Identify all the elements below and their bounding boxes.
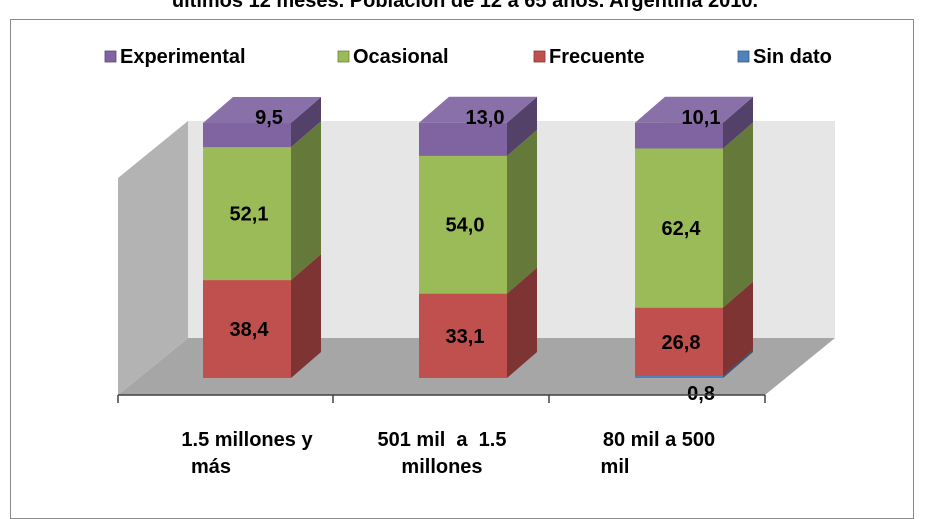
side-wall [118,121,188,395]
bar-front [635,375,723,378]
bar-side [723,122,753,308]
bar-segment-experimental [203,97,321,148]
stacked-3d-bar-chart: 38,4 52,1 9,5 33,1 54,0 13,0 0,8 26,8 62,4 10,1 1… [104,46,835,478]
bar-front [635,148,723,308]
legend-item-frecuente: Frecuente [533,46,645,68]
bar-front [203,147,291,281]
legend-item-ocasional: Ocasional [337,46,449,68]
chart-title: últimos 12 meses. Población de 12 a 65 a… [171,0,759,12]
bar-segment-experimental [419,96,537,156]
bar-side [507,129,537,294]
legend-label: Experimental [120,46,246,68]
data-label: 52,1 [230,204,269,226]
bar-side [723,96,753,149]
legend-swatch [104,50,117,63]
bar-top [419,96,537,123]
data-label: 26,8 [662,332,701,354]
bar-side [291,254,321,378]
bar-front [203,123,291,148]
bar-front [419,155,507,294]
data-label: 62,4 [662,218,702,240]
bar-top [635,96,753,123]
bar-side [723,349,753,378]
bar-side [507,267,537,378]
legend-item-sin-dato: Sin dato [737,46,832,68]
legend-label: Sin dato [753,46,832,68]
legend-swatch [533,50,546,63]
bar-segment-experimental [635,96,753,149]
bar-front [203,280,291,378]
x-tick-label: 1.5 millones y más [181,429,313,478]
data-label: 9,5 [255,107,283,129]
bar-segment-ocasional [635,122,753,308]
bar-front [419,293,507,378]
legend-label: Frecuente [549,46,645,68]
bar-side [507,96,537,156]
data-label: 0,8 [687,383,715,405]
x-tick-label: 80 mil a 500 mil [601,429,716,478]
bar-side [291,97,321,148]
bar-front [635,122,723,149]
legend-item-experimental: Experimental [104,46,246,68]
legend-label: Ocasional [353,46,449,68]
legend-swatch [337,50,350,63]
x-tick-label: 501 mil a 1.5 millones [378,429,507,478]
bar-front [635,307,723,376]
bar-side [291,121,321,281]
data-label: 33,1 [446,326,485,348]
bar-top [203,97,321,123]
data-label: 13,0 [466,107,505,129]
data-label: 38,4 [230,319,270,341]
legend-swatch [737,50,750,63]
data-label: 54,0 [446,215,485,237]
bar-front [419,122,507,156]
data-label: 10,1 [682,107,721,129]
bar-side [723,281,753,376]
